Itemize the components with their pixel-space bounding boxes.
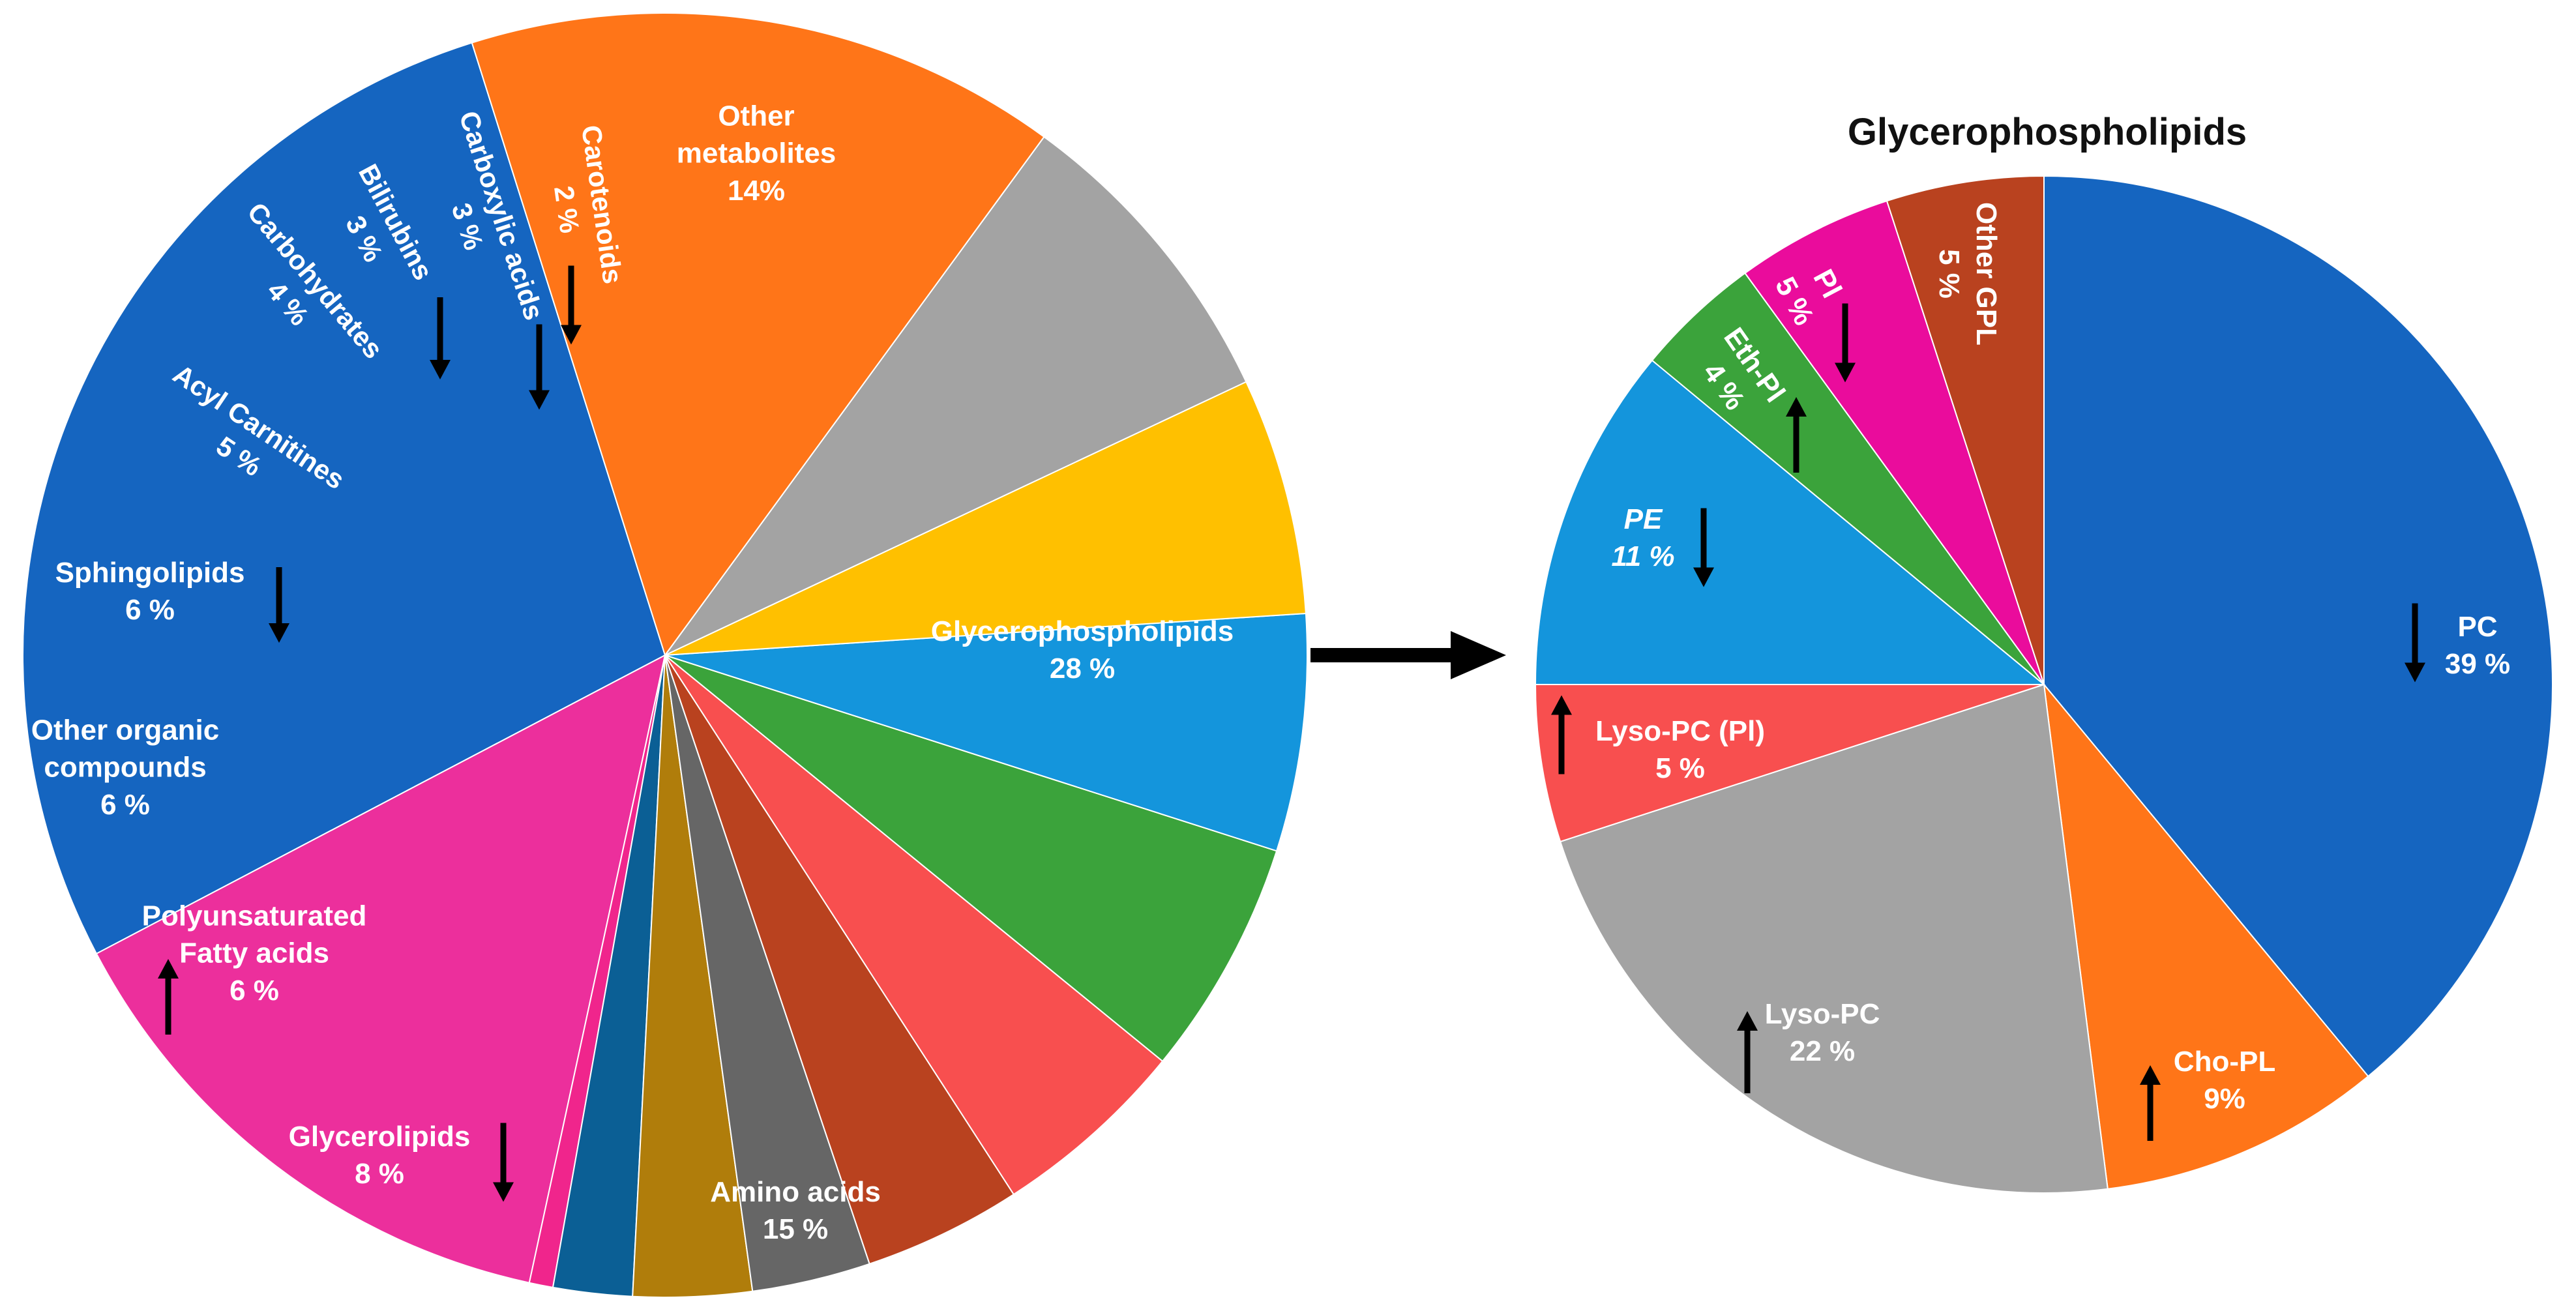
down-arrow-icon-pe [1693, 508, 1714, 587]
label-polyunsaturated-fatty-acids: Fatty acids [179, 937, 329, 969]
down-arrow-icon-glycerolipids [493, 1123, 514, 1202]
slice-label-other-metabolites: Other metabolites 14% [677, 100, 836, 206]
percent-label-glycerophospholipids: 28 % [1050, 653, 1115, 685]
down-arrow-icon-carotenoids [561, 265, 582, 345]
label-amino-acids: Amino acids [710, 1176, 881, 1208]
right-arrow-icon [1310, 631, 1506, 679]
slice-label-pc: PC 39 % [2445, 611, 2510, 680]
slice-label-other-organic-compounds: Other organic compounds 6 % [31, 714, 220, 820]
slice-label-pe: PE 11 % [1611, 503, 1674, 572]
label-glycerophospholipids: Glycerophospholipids [931, 615, 1234, 647]
slice-sphingolipids [664, 655, 1278, 1063]
percent-label-pe: 11 % [1611, 540, 1674, 572]
glycerophospholipids-pie: PC 39 % Cho-PL 9% Lyso-PC 22 % Lyso-PC (Pl) 5 %… [1534, 175, 2553, 1194]
slice-label-cho-pl: Cho-PL 9% [2174, 1046, 2275, 1115]
slice-pe [1534, 359, 2046, 685]
label-lyso-pc-pl: Lyso-PC (Pl) [1595, 715, 1765, 747]
slice-glycerolipids [664, 136, 1247, 656]
percent-label-carotenoids: 2 % [548, 184, 585, 235]
up-arrow-icon-lyso-pc [1737, 1011, 1758, 1093]
slice-label-lyso-pc-pl: Lyso-PC (Pl) 5 % [1595, 715, 1765, 784]
up-arrow-icon-eth-pl [1786, 397, 1807, 473]
slice-glycerophospholipids [22, 42, 666, 955]
slice-other-gpl [1886, 175, 2045, 685]
slice-cho-pl [2043, 682, 2369, 1190]
percent-label-other-gpl: 5 % [1933, 249, 1965, 299]
percent-label-other-organic-compounds: 6 % [100, 789, 150, 821]
percent-label-pc: 39 % [2445, 648, 2510, 680]
percent-label-other-metabolites: 14% [728, 175, 785, 207]
label-other-organic-compounds: compounds [44, 752, 206, 784]
percent-label-lyso-pc: 22 % [1790, 1035, 1855, 1067]
label-polyunsaturated-fatty-acids: Polyunsaturated [142, 900, 367, 932]
percent-label-glycerolipids: 8 % [355, 1158, 404, 1190]
label-other-organic-compounds: Other organic [31, 714, 220, 746]
slice-carbohydrates [664, 655, 1015, 1265]
slice-acyl-carnitines [664, 655, 1164, 1196]
down-arrow-icon-sphingolipids [269, 567, 289, 643]
percent-label-sphingolipids: 6 % [125, 594, 175, 626]
label-pc: PC [2457, 611, 2497, 643]
percent-label-polyunsaturated-fatty-acids: 6 % [229, 975, 279, 1007]
slice-other-metabolites [95, 654, 666, 1284]
percent-label-amino-acids: 15 % [763, 1213, 828, 1245]
label-lyso-pc: Lyso-PC [1765, 998, 1880, 1030]
percent-label-cho-pl: 9% [2204, 1083, 2245, 1115]
slice-label-glycerophospholipids: Glycerophospholipids 28 % [931, 615, 1234, 685]
label-other-metabolites: Other [718, 100, 794, 132]
label-pe: PE [1624, 503, 1663, 535]
label-cho-pl: Cho-PL [2174, 1046, 2275, 1078]
slice-label-polyunsaturated-fatty-acids: Polyunsaturated Fatty acids 6 % [142, 900, 367, 1006]
down-arrow-icon-pl [1835, 303, 1856, 383]
up-arrow-icon-polyunsaturated-fatty-acids [158, 959, 179, 1035]
slice-amino-acids [471, 12, 1045, 657]
slice-pl [1744, 199, 2045, 685]
label-glycerolipids: Glycerolipids [289, 1121, 471, 1153]
slice-label-amino-acids: Amino acids 15 % [710, 1176, 881, 1245]
up-arrow-icon-lyso-pc-pl [1551, 695, 1572, 774]
label-other-gpl: Other GPL [1970, 202, 2002, 346]
down-arrow-icon-pc [2405, 603, 2425, 683]
down-arrow-icon-carboxylic-acids [529, 324, 550, 410]
slice-label-lyso-pc: Lyso-PC 22 % [1765, 998, 1880, 1067]
slice-label-glycerolipids: Glycerolipids 8 % [289, 1121, 471, 1190]
slice-label-sphingolipids: Sphingolipids 6 % [55, 557, 245, 626]
down-arrow-icon-bilirubins [430, 297, 451, 379]
slice-eth-pl [1651, 272, 2045, 685]
label-other-metabolites: metabolites [677, 138, 836, 169]
slice-lyso-pc [1559, 683, 2109, 1194]
glycerophospholipids-chart-title: Glycerophospholipids [1848, 111, 2247, 153]
slice-lyso-pc-pl [1534, 684, 2045, 843]
slice-pc [2043, 175, 2553, 1078]
slice-other-organic-compounds [664, 612, 1308, 852]
label-sphingolipids: Sphingolipids [55, 557, 245, 589]
up-arrow-icon-cho-pl [2140, 1065, 2161, 1141]
metabolite-classes-pie: Glycerophospholipids 28 % Other metabolites… [22, 12, 1308, 1298]
percent-label-lyso-pc-pl: 5 % [1655, 752, 1705, 784]
slice-polyunsaturated-fatty-acids [664, 381, 1307, 656]
